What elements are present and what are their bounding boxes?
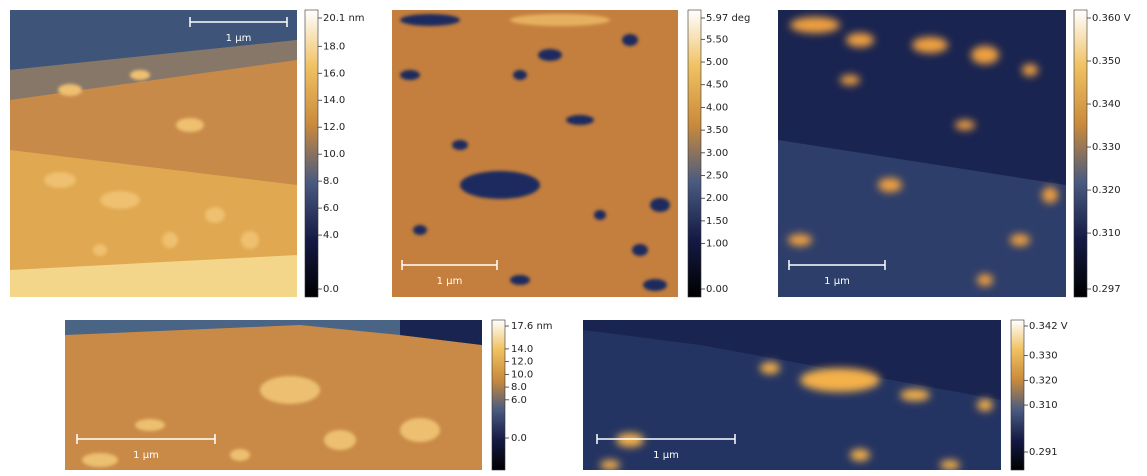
scale-bar-label: 1 µm (133, 450, 159, 461)
colorbar (1010, 319, 1025, 471)
tick-label: 0.310 (1092, 228, 1121, 239)
tick-label: 14.0 (323, 95, 345, 106)
tick-label: 3.50 (706, 125, 728, 136)
tick-label: 5.97 deg (706, 13, 750, 24)
tick-label: 0.320 (1092, 185, 1121, 196)
tick-label: 0.297 (1092, 284, 1121, 295)
tick-label: 0.340 (1092, 99, 1121, 110)
tick-label: 0.00 (706, 284, 728, 295)
tick-label: 0.0 (323, 284, 339, 295)
tick-label: 12.0 (511, 357, 533, 368)
tick-label: 0.350 (1092, 56, 1121, 67)
tick-label: 1.00 (706, 239, 728, 250)
colorbar (687, 9, 702, 298)
tick-label: 0.310 (1029, 400, 1058, 411)
tick-label: 0.0 (511, 433, 527, 444)
tick-label: 2.50 (706, 171, 728, 182)
tick-label: 5.50 (706, 34, 728, 45)
tick-label: 18.0 (323, 41, 345, 52)
height-image (10, 10, 297, 297)
tick-label: 5.00 (706, 57, 728, 68)
tick-label: 0.360 V (1092, 13, 1131, 24)
scale-bar-label: 1 µm (226, 33, 252, 44)
tick-label: 12.0 (323, 122, 345, 133)
potential-image (583, 320, 1001, 470)
tick-label: 2.00 (706, 193, 728, 204)
tick-label: 14.0 (511, 344, 533, 355)
tick-label: 20.1 nm (323, 13, 365, 24)
tick-label: 1.50 (706, 216, 728, 227)
height-image (65, 320, 482, 470)
colorbar (304, 9, 319, 298)
tick-label: 10.0 (323, 149, 345, 160)
tick-label: 0.330 (1029, 351, 1058, 362)
tick-label: 0.342 V (1029, 321, 1068, 332)
tick-label: 16.0 (323, 68, 345, 79)
scale-bar-label: 1 µm (653, 450, 679, 461)
tick-label: 0.291 (1029, 447, 1058, 458)
tick-label: 8.0 (323, 176, 339, 187)
tick-label: 0.320 (1029, 375, 1058, 386)
tick-label: 0.330 (1092, 142, 1121, 153)
tick-label: 10.0 (511, 369, 533, 380)
tick-label: 17.6 nm (511, 321, 553, 332)
tick-label: 4.00 (706, 102, 728, 113)
phase-image (392, 10, 678, 297)
scale-bar-label: 1 µm (824, 276, 850, 287)
tick-label: 4.0 (323, 230, 339, 241)
tick-label: 4.50 (706, 80, 728, 91)
tick-label: 6.0 (511, 395, 527, 406)
colorbar (491, 319, 506, 471)
tick-label: 6.0 (323, 203, 339, 214)
potential-image (778, 10, 1066, 297)
colorbar (1073, 9, 1088, 298)
tick-label: 3.00 (706, 148, 728, 159)
tick-label: 8.0 (511, 382, 527, 393)
scale-bar-label: 1 µm (437, 276, 463, 287)
